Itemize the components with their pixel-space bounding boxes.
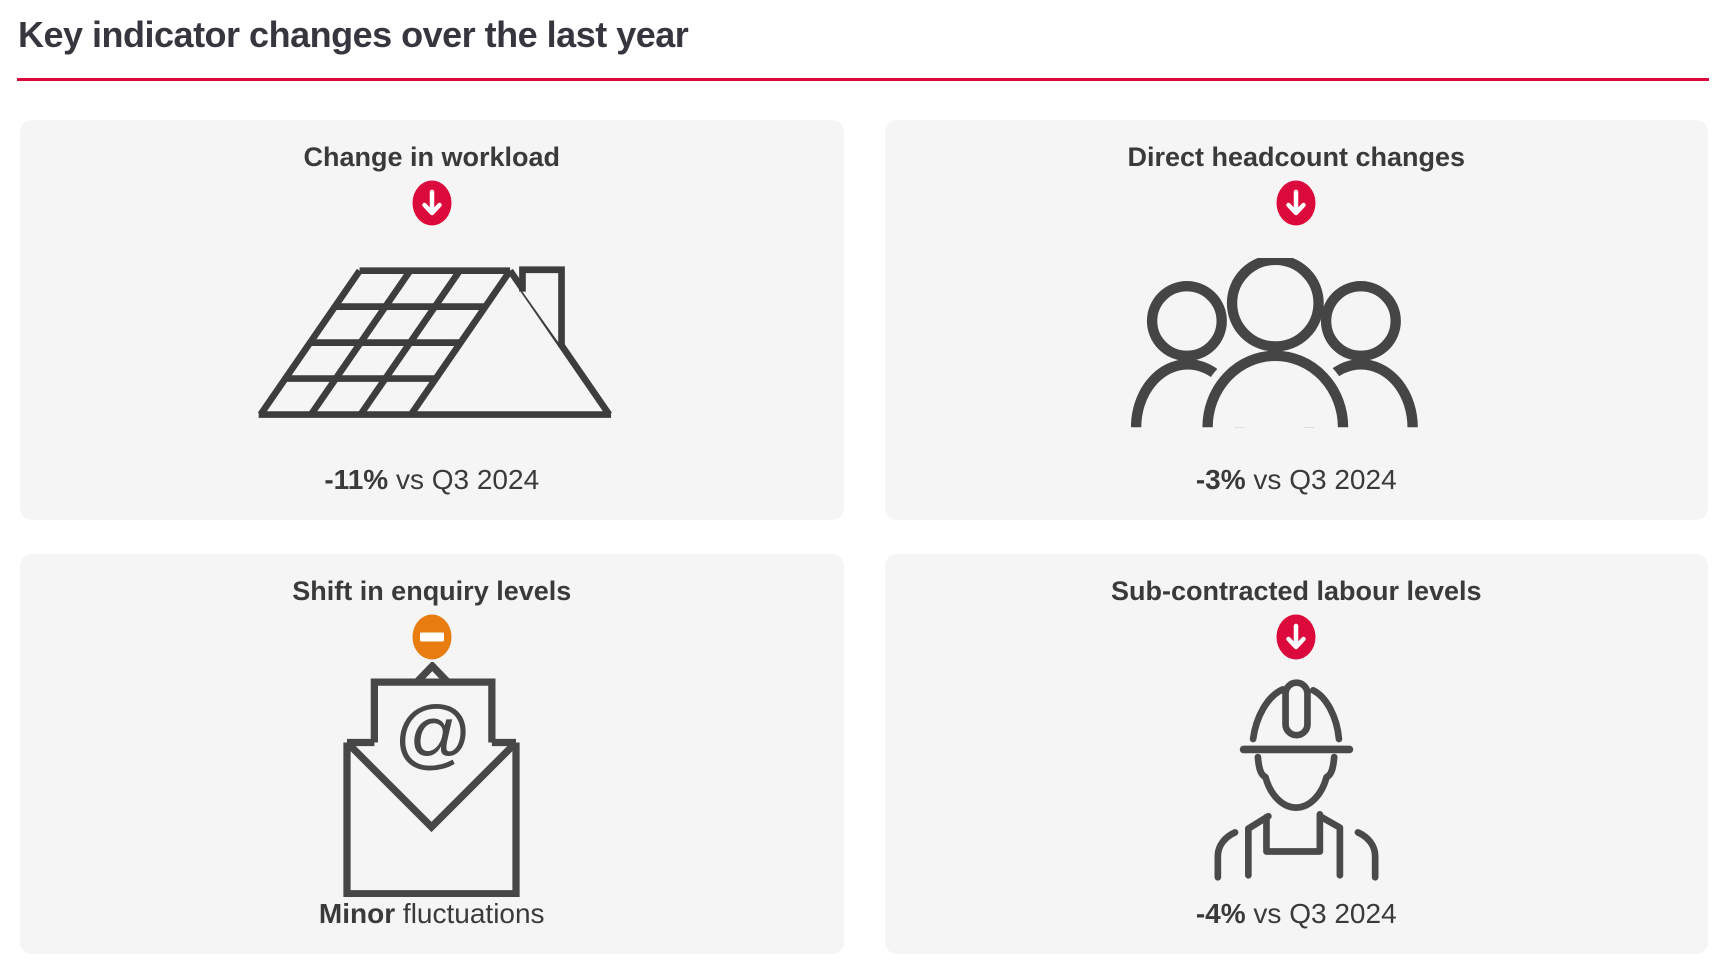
card-title: Sub-contracted labour levels xyxy=(1110,576,1482,606)
construction-worker-icon xyxy=(1194,660,1399,898)
title-underline xyxy=(17,78,1709,81)
card-change-in-workload: Change in workload xyxy=(20,120,844,520)
email-envelope-icon: @ xyxy=(342,660,521,898)
stat-text: -4% vs Q3 2024 xyxy=(1195,898,1397,929)
page-title: Key indicator changes over the last year xyxy=(18,14,689,55)
card-sub-contracted-labour-levels: Sub-contracted labour levels xyxy=(884,554,1708,954)
stat-text: -3% vs Q3 2024 xyxy=(1195,464,1397,495)
down-arrow-icon xyxy=(1276,614,1316,660)
card-direct-headcount-changes: Direct headcount changes xyxy=(884,120,1708,520)
card-title: Shift in enquiry levels xyxy=(292,576,572,606)
down-arrow-icon xyxy=(412,180,452,226)
at-symbol: @ xyxy=(394,691,472,777)
kpi-dashboard: Key indicator changes over the last year… xyxy=(0,12,1730,954)
card-shift-in-enquiry-levels: Shift in enquiry levels @ xyxy=(20,554,844,954)
down-arrow-icon xyxy=(1276,180,1316,226)
indicator-grid: Change in workload xyxy=(20,120,1708,954)
minus-circle-icon xyxy=(412,614,452,660)
stat-text: -11% vs Q3 2024 xyxy=(324,464,540,495)
people-group-icon xyxy=(1131,226,1461,464)
roof-solar-panel-icon xyxy=(232,226,632,464)
card-title: Change in workload xyxy=(303,142,561,172)
stat-text: Minor fluctuations xyxy=(318,898,545,929)
card-title: Direct headcount changes xyxy=(1127,142,1466,172)
